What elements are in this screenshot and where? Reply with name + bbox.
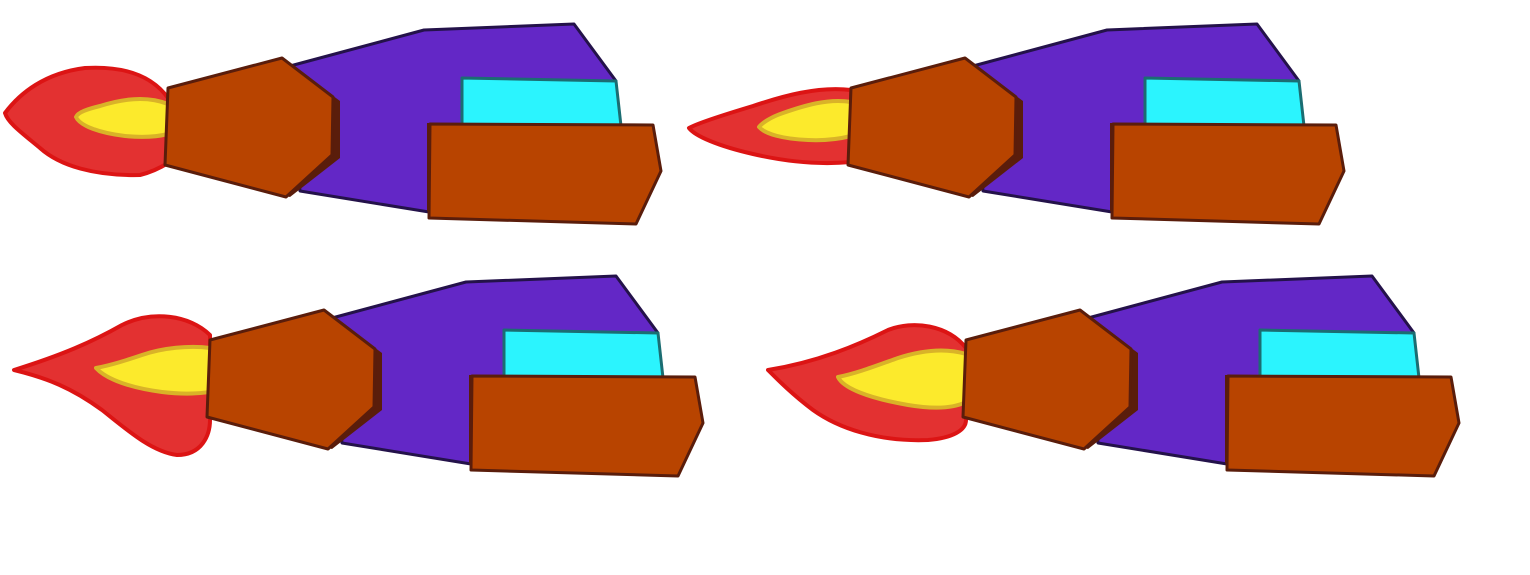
ship-frame-4 [766, 270, 1498, 510]
front-armor-plate [1225, 374, 1461, 478]
ship-sprite [687, 22, 1346, 226]
engine-block [163, 56, 335, 199]
front-armor-plate [469, 374, 705, 478]
cockpit-window [1143, 76, 1306, 128]
engine-block [961, 308, 1133, 451]
ship-sprite [12, 274, 705, 478]
ship-frame-2 [683, 18, 1383, 258]
ship-frame-3 [12, 270, 742, 510]
front-armor-plate [427, 122, 663, 226]
cockpit-window [502, 328, 665, 380]
exhaust-flame-inner [74, 96, 170, 139]
exhaust-flame-inner [94, 344, 212, 396]
exhaust-flame-inner [836, 348, 968, 410]
engine-block [205, 308, 377, 451]
ship-sprite [3, 22, 663, 226]
front-armor-plate [1110, 122, 1346, 226]
ship-frame-1 [0, 18, 700, 258]
exhaust-flame-inner [757, 98, 853, 143]
cockpit-window [1258, 328, 1421, 380]
ship-sprite [766, 274, 1461, 478]
engine-block [846, 56, 1018, 199]
cockpit-window [460, 76, 623, 128]
